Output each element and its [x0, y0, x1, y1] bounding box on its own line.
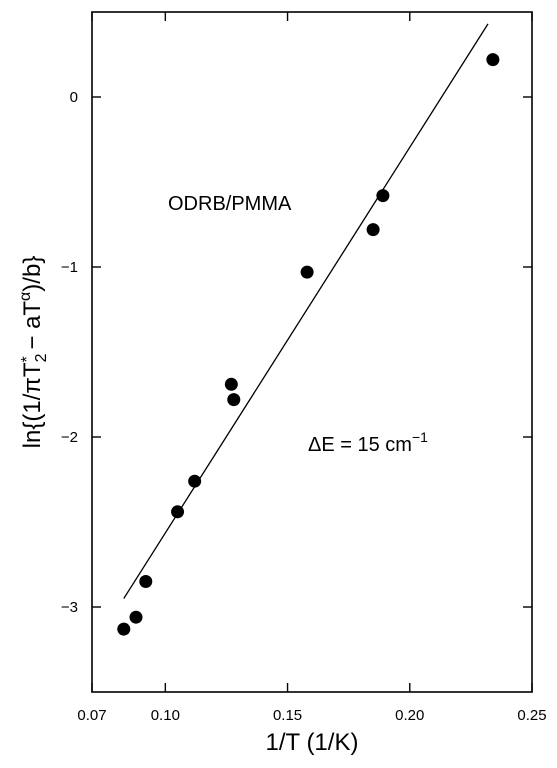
y-title-part-1: ln{(1/πT	[19, 362, 46, 448]
axis-ticks	[91, 12, 533, 692]
data-point	[139, 575, 153, 588]
y-title-alpha: α	[17, 292, 34, 301]
y-tick-label: −3	[61, 599, 78, 616]
x-axis-title: 1/T (1/K)	[266, 729, 359, 756]
plot-frame	[91, 11, 533, 693]
x-tick-label: 0.07	[77, 707, 106, 724]
y-title-part-3: )/b}	[19, 256, 46, 292]
energy-annotation-main: ΔE = 15 cm	[308, 434, 412, 456]
data-point	[129, 610, 143, 624]
x-tick-label: 0.15	[273, 707, 302, 724]
y-tick-labels: 0 −1 −2 −3	[61, 89, 78, 616]
energy-annotation-exponent: −1	[412, 429, 428, 445]
energy-annotation: ΔE = 15 cm−1	[308, 429, 428, 456]
y-title-superscript: *	[19, 356, 36, 362]
data-point	[227, 393, 241, 407]
data-point	[224, 377, 238, 391]
y-tick-label: 0	[70, 89, 78, 106]
data-point	[376, 189, 390, 203]
y-tick-label: −2	[61, 429, 78, 446]
data-point	[188, 474, 202, 488]
data-points	[117, 53, 500, 636]
y-title-part-2: − aT	[19, 301, 46, 357]
x-tick-labels: 0.07 0.10 0.15 0.20 0.25	[77, 707, 546, 724]
data-point	[171, 505, 185, 519]
fit-line-group	[123, 23, 489, 599]
sample-label: ODRB/PMMA	[168, 193, 292, 215]
data-point	[366, 223, 380, 237]
x-tick-label: 0.20	[395, 707, 424, 724]
data-point	[486, 53, 500, 67]
y-tick-label: −1	[61, 259, 78, 276]
fit-line	[123, 23, 489, 599]
x-tick-label: 0.25	[517, 707, 546, 724]
data-point	[300, 265, 314, 279]
y-title-subscript: 2	[33, 353, 50, 362]
y-axis-title: ln{(1/πT2* − aTα)/b}	[17, 256, 50, 449]
x-tick-label: 0.10	[151, 707, 180, 724]
data-point	[117, 622, 131, 636]
